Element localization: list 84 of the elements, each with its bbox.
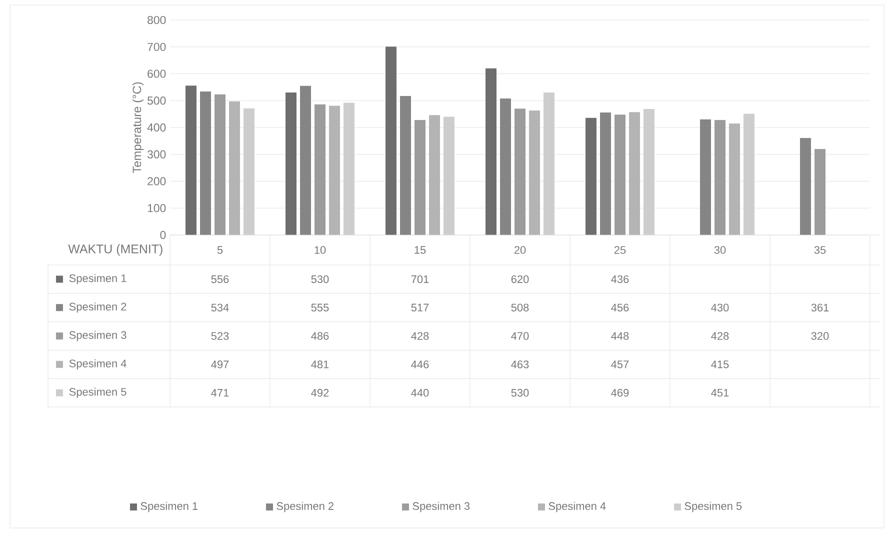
bar	[729, 123, 740, 235]
x-tick-label: 5	[217, 246, 223, 254]
data-label: 497	[211, 360, 229, 368]
x-tick-label: 10	[314, 246, 326, 254]
data-label: 430	[711, 304, 729, 312]
data-label: 469	[611, 388, 629, 397]
bar	[514, 108, 526, 235]
legend-label: Spesimen 5	[69, 388, 126, 398]
y-tick-label: 800	[148, 16, 166, 24]
x-axis-title: WAKTU (MENIT)	[68, 244, 162, 256]
data-label: 451	[711, 388, 729, 397]
data-label: 361	[811, 304, 829, 312]
x-tick-label: 25	[614, 246, 626, 254]
data-label: 471	[211, 389, 229, 397]
data-label: 457	[611, 360, 629, 368]
data-label: 456	[611, 304, 629, 312]
bar	[414, 120, 426, 235]
text: Spesimen 1	[140, 502, 198, 512]
bar	[800, 138, 811, 235]
bar	[229, 101, 240, 235]
data-label: 556	[211, 275, 229, 284]
data-label: 555	[311, 304, 329, 312]
text: Spesimen 5	[684, 502, 742, 512]
bar	[529, 110, 540, 235]
data-label: 530	[311, 275, 329, 284]
data-label: 440	[411, 388, 429, 397]
y-tick-label: 700	[148, 42, 166, 51]
y-axis-title: Temperature (°C)	[132, 82, 144, 174]
bar	[700, 119, 711, 235]
data-label: 415	[711, 360, 729, 368]
text: Spesimen 3	[412, 502, 470, 512]
bar	[586, 118, 597, 235]
bar	[329, 106, 340, 235]
x-tick-label: 30	[714, 246, 726, 254]
data-label: 481	[311, 360, 329, 368]
data-label: 428	[711, 332, 729, 340]
data-label: 620	[511, 275, 529, 284]
y-tick-label: 200	[148, 177, 166, 186]
data-label: 436	[611, 275, 629, 284]
text: Spesimen 4	[548, 502, 606, 512]
data-label: 320	[811, 332, 829, 340]
text: Spesimen 2	[276, 502, 334, 512]
bar	[214, 94, 226, 235]
data-label: 517	[411, 304, 429, 312]
bar	[429, 115, 440, 235]
bar	[500, 98, 512, 235]
data-label: 486	[311, 332, 329, 340]
legend-label: Spesimen 1	[69, 274, 126, 284]
data-label: 523	[211, 332, 229, 340]
bar	[186, 86, 197, 235]
data-label: 428	[411, 332, 429, 340]
data-label: 530	[511, 388, 529, 397]
data-label: 508	[511, 304, 529, 312]
bar	[286, 92, 297, 235]
data-label: 470	[511, 332, 529, 340]
bar	[386, 46, 397, 235]
bar	[714, 120, 726, 235]
bar	[300, 86, 312, 235]
legend-label: Spesimen 4	[69, 359, 126, 370]
bar	[614, 114, 626, 235]
bar	[400, 96, 412, 235]
data-label: 463	[511, 360, 529, 368]
legend-label: Spesimen 3	[69, 330, 126, 342]
legend-label: Spesimen 2	[69, 302, 126, 313]
y-tick-label: 400	[147, 123, 166, 132]
data-label: 534	[211, 304, 229, 312]
x-tick-label: 15	[414, 246, 426, 254]
y-tick-label: 0	[160, 230, 166, 240]
data-label: 446	[411, 360, 429, 368]
x-tick-label: 35	[814, 246, 826, 254]
bar	[600, 112, 612, 235]
y-tick-label: 100	[148, 204, 166, 212]
bar	[200, 91, 212, 235]
data-label: 448	[611, 332, 629, 340]
y-tick-label: 600	[148, 70, 166, 78]
y-tick-label: 500	[147, 96, 166, 105]
bar	[314, 104, 326, 235]
y-tick-label: 300	[147, 150, 166, 158]
bar	[814, 148, 826, 235]
data-label: 701	[411, 275, 429, 284]
data-label: 492	[311, 388, 329, 397]
bar	[629, 112, 640, 235]
bar	[486, 68, 497, 235]
x-tick-label: 20	[514, 246, 526, 254]
